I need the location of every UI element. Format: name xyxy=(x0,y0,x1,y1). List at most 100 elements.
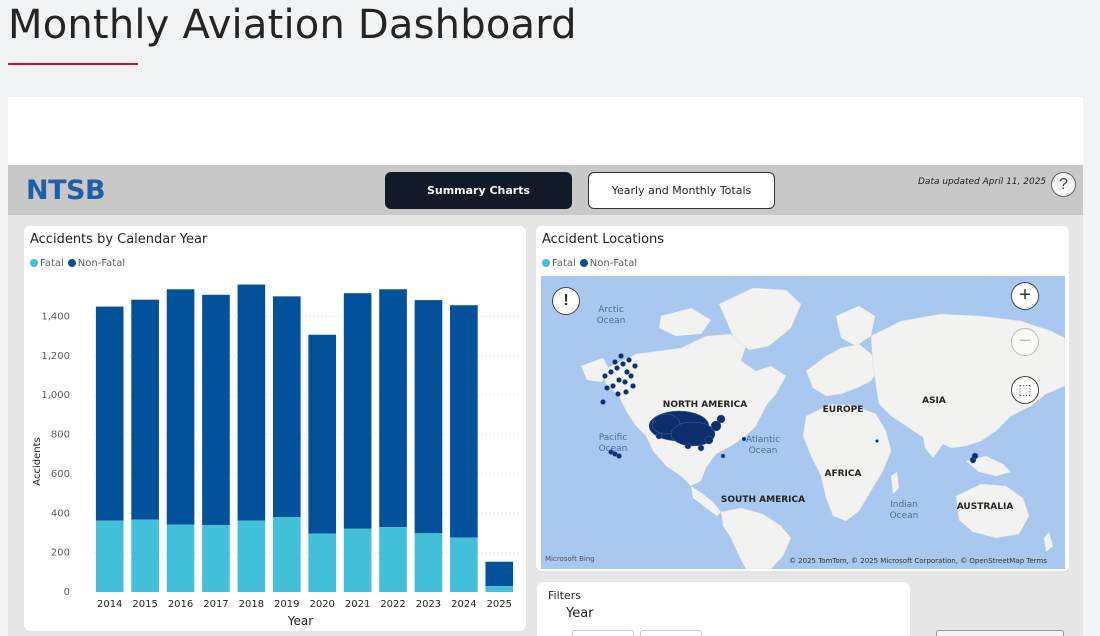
report-header: NTSB Summary Charts Yearly and Monthly T… xyxy=(8,165,1083,215)
label-australia: AUSTRALIA xyxy=(957,502,1014,512)
y-axis-label: Accidents xyxy=(32,437,43,485)
bar-fatal xyxy=(95,520,124,592)
x-tick-label: 2025 xyxy=(487,599,512,610)
y-tick-label: 600 xyxy=(51,469,70,480)
bar-fatal xyxy=(450,537,478,592)
title-underline xyxy=(8,63,138,65)
label-indian-ocean-1: Indian xyxy=(890,500,918,510)
label-atlantic-ocean-1: Atlantic xyxy=(746,435,780,445)
label-south-america: SOUTH AMERICA xyxy=(721,495,805,505)
filters-card: Filters Year xyxy=(537,582,910,636)
label-indian-ocean-2: Ocean xyxy=(890,511,919,521)
x-tick-label: 2021 xyxy=(345,599,370,610)
year-filter-start[interactable] xyxy=(572,630,634,636)
legend-fatal-dot xyxy=(30,259,38,267)
bar-fatal xyxy=(379,527,407,592)
bar-nonfatal xyxy=(414,300,443,534)
zoom-in-button[interactable]: + xyxy=(1011,282,1039,310)
x-tick-label: 2024 xyxy=(451,599,476,610)
bar-fatal xyxy=(308,533,337,592)
y-tick-label: 200 xyxy=(51,548,70,559)
map-legend: Fatal Non-Fatal xyxy=(542,258,637,269)
x-tick-label: 2023 xyxy=(416,599,441,610)
label-africa: AFRICA xyxy=(825,469,862,479)
bar-nonfatal xyxy=(95,306,124,521)
bar-nonfatal xyxy=(308,334,337,534)
bar-fatal xyxy=(166,524,195,592)
y-tick-label: 0 xyxy=(64,587,70,598)
bar-fatal xyxy=(485,586,514,592)
map-title: Accident Locations xyxy=(542,232,665,247)
map-legend-fatal-dot xyxy=(542,259,550,267)
map-credit: © 2025 TomTom, © 2025 Microsoft Corporat… xyxy=(788,557,1047,565)
tab-summary-charts[interactable]: Summary Charts xyxy=(385,172,572,209)
label-atlantic-ocean-2: Ocean xyxy=(749,446,778,456)
bar-fatal xyxy=(414,533,443,592)
accidents-by-year-card: Accidents by Calendar Year Fatal Non-Fat… xyxy=(24,226,526,631)
x-tick-label: 2014 xyxy=(97,599,122,610)
label-arctic-ocean-1: Arctic xyxy=(598,305,624,315)
x-tick-label: 2018 xyxy=(239,599,264,610)
x-tick-label: 2016 xyxy=(168,599,193,610)
map-legend-fatal[interactable]: Fatal xyxy=(542,258,576,269)
y-tick-label: 800 xyxy=(51,430,70,441)
world-map[interactable]: Arctic Ocean Pacific Ocean Atlantic Ocea… xyxy=(541,276,1066,570)
data-updated-text: Data updated April 11, 2025 xyxy=(918,177,1047,187)
chart-title: Accidents by Calendar Year xyxy=(30,232,208,247)
year-filter-end[interactable] xyxy=(640,630,702,636)
report-canvas: NTSB Summary Charts Yearly and Monthly T… xyxy=(8,165,1083,636)
bar-nonfatal xyxy=(343,293,372,529)
bar-nonfatal xyxy=(485,561,514,587)
bar-nonfatal xyxy=(131,299,159,520)
label-arctic-ocean-2: Ocean xyxy=(597,316,626,326)
map-legend-nonfatal-dot xyxy=(579,259,588,267)
x-tick-label: 2020 xyxy=(309,599,334,610)
filters-year-label: Year xyxy=(566,606,594,621)
accident-points xyxy=(600,353,979,464)
side-button[interactable] xyxy=(936,630,1064,636)
x-tick-label: 2022 xyxy=(380,599,405,610)
page-title: Monthly Aviation Dashboard xyxy=(8,2,577,48)
ntsb-logo: NTSB xyxy=(26,175,106,206)
select-area-icon[interactable]: ⬚ xyxy=(1011,376,1039,404)
x-tick-label: 2019 xyxy=(274,599,299,610)
bar-fatal xyxy=(272,517,301,592)
bar-nonfatal xyxy=(272,296,301,518)
y-tick-label: 1,400 xyxy=(41,311,70,322)
bar-fatal xyxy=(237,520,266,592)
y-tick-label: 400 xyxy=(51,508,70,519)
blank-banner xyxy=(8,97,1083,165)
label-europe: EUROPE xyxy=(823,405,864,415)
map-legend-nonfatal[interactable]: Non-Fatal xyxy=(579,258,637,269)
legend-nonfatal[interactable]: Non-Fatal xyxy=(67,258,125,269)
help-icon[interactable]: ? xyxy=(1051,172,1076,197)
accident-locations-card: Accident Locations Fatal Non-Fatal xyxy=(536,226,1069,571)
x-tick-label: 2015 xyxy=(132,599,157,610)
y-tick-label: 1,200 xyxy=(41,351,70,362)
bar-fatal xyxy=(343,528,372,592)
label-pacific-ocean-2: Ocean xyxy=(599,444,628,454)
world-map-graphic: Arctic Ocean Pacific Ocean Atlantic Ocea… xyxy=(541,276,1066,570)
label-pacific-ocean-1: Pacific xyxy=(599,433,628,443)
legend-fatal[interactable]: Fatal xyxy=(30,258,64,269)
chart-legend: Fatal Non-Fatal xyxy=(30,258,125,269)
legend-nonfatal-dot xyxy=(67,259,76,267)
bar-nonfatal xyxy=(237,284,266,521)
bar-nonfatal xyxy=(379,289,407,528)
bar-fatal xyxy=(131,519,159,592)
y-tick-label: 1,000 xyxy=(41,390,70,401)
bar-nonfatal xyxy=(202,294,230,526)
zoom-out-button[interactable]: − xyxy=(1011,328,1039,356)
bar-nonfatal xyxy=(450,305,478,538)
x-axis-label: Year xyxy=(287,614,313,628)
bing-logo: Microsoft Bing xyxy=(545,555,595,563)
label-north-america: NORTH AMERICA xyxy=(663,400,747,410)
tab-yearly-monthly-totals[interactable]: Yearly and Monthly Totals xyxy=(588,172,775,209)
bar-chart: 0 200 400 600 800 1,000 1,200 1,400 2014 2015 2016… xyxy=(32,284,519,628)
map-info-icon[interactable]: ! xyxy=(552,287,580,315)
filters-title: Filters xyxy=(548,589,581,602)
bar-fatal xyxy=(202,525,230,592)
bar-nonfatal xyxy=(166,289,195,525)
label-asia: ASIA xyxy=(922,396,946,406)
x-tick-label: 2017 xyxy=(203,599,228,610)
